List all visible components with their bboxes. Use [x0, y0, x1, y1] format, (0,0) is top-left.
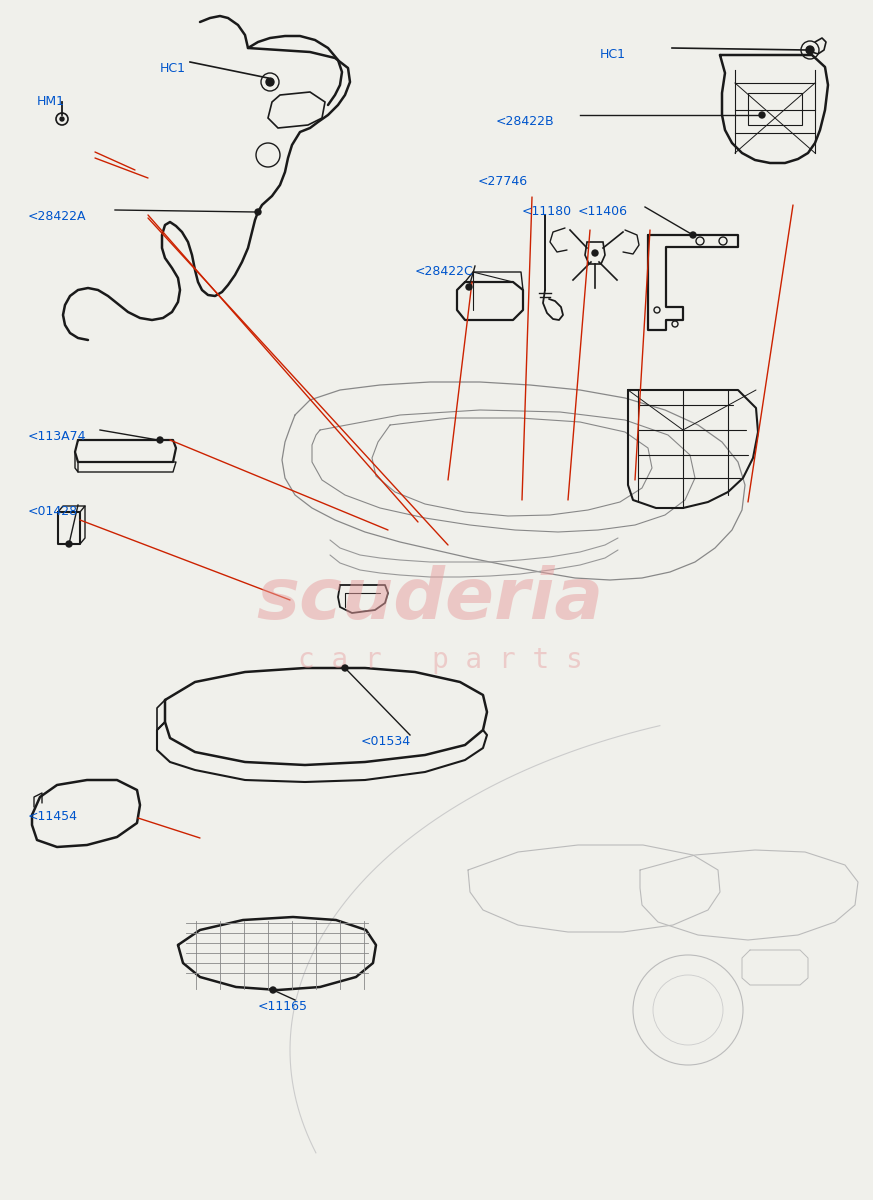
Text: <01428: <01428 — [28, 505, 78, 518]
Text: scuderia: scuderia — [257, 565, 603, 635]
Circle shape — [466, 284, 472, 290]
Text: c a r   p a r t s: c a r p a r t s — [298, 646, 582, 674]
Circle shape — [270, 986, 276, 994]
Text: <28422C: <28422C — [415, 265, 474, 278]
Circle shape — [255, 209, 261, 215]
Text: HM1: HM1 — [37, 95, 65, 108]
Circle shape — [690, 232, 696, 238]
Text: HC1: HC1 — [600, 48, 626, 61]
Circle shape — [806, 46, 814, 54]
Text: <11406: <11406 — [578, 205, 628, 218]
Text: <01534: <01534 — [361, 734, 411, 748]
Text: <11180: <11180 — [522, 205, 572, 218]
Circle shape — [342, 665, 348, 671]
Circle shape — [266, 78, 274, 86]
Text: <28422A: <28422A — [28, 210, 86, 223]
Circle shape — [157, 437, 163, 443]
Text: HC1: HC1 — [160, 62, 186, 74]
Circle shape — [759, 112, 765, 118]
Text: <27746: <27746 — [478, 175, 528, 188]
Text: <11165: <11165 — [258, 1000, 308, 1013]
Circle shape — [60, 116, 64, 121]
Circle shape — [592, 250, 598, 256]
Circle shape — [66, 541, 72, 547]
Text: <11454: <11454 — [28, 810, 78, 823]
Text: <113A74: <113A74 — [28, 430, 86, 443]
Text: <28422B: <28422B — [496, 115, 554, 128]
